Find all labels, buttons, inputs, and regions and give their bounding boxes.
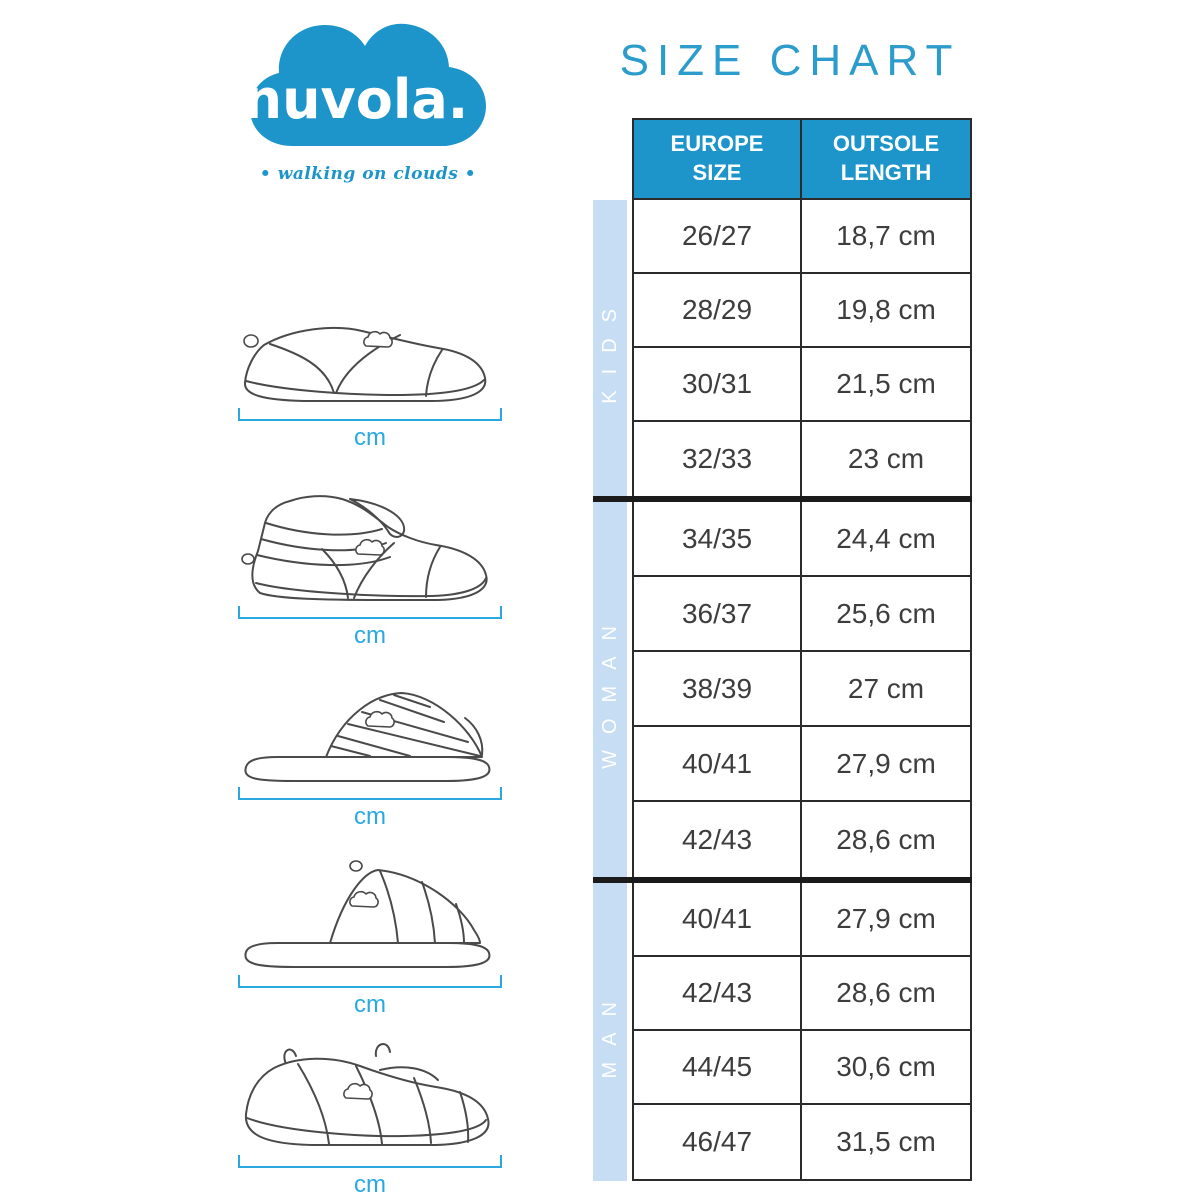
section-rows-man: 40/41 27,9 cm 42/43 28,6 cm 44/45 30,6 c… (632, 883, 972, 1181)
table-row: 38/39 27 cm (634, 652, 970, 727)
quilted-clog-slipper-illustration (244, 1043, 490, 1146)
europe-size-cell: 32/33 (634, 422, 802, 496)
outsole-length-cell: 19,8 cm (836, 294, 936, 325)
section-label-woman: WOMAN (599, 610, 621, 769)
measure-unit-label: cm (354, 622, 386, 649)
outsole-length-cell: 24,4 cm (836, 522, 936, 554)
outsole-length-cell: 28,6 cm (836, 823, 936, 855)
table-row: 42/43 28,6 cm (634, 957, 970, 1031)
outsole-length-cell: 27,9 cm (836, 747, 936, 779)
size-chart-table: EUROPE SIZE OUTSOLE LENGTH KIDS 26/27 18… (593, 118, 972, 1181)
cloud-logo-icon (363, 330, 393, 348)
shoe-outline (244, 860, 491, 968)
shoe-outline (244, 692, 491, 782)
measure-unit-label: cm (354, 1171, 386, 1198)
outsole-length-cell: 27 cm (847, 672, 925, 704)
europe-size-cell: 34/35 (634, 502, 802, 575)
measure-line (238, 975, 502, 988)
europe-size-cell: 28/29 (634, 274, 802, 346)
shoe-figure-quilted-slide: cm (234, 858, 506, 1019)
striped-mule-slipper-illustration (244, 692, 491, 782)
cloud-logo-icon (355, 538, 385, 556)
europe-size-cell: 38/39 (634, 652, 802, 725)
measure-unit-label: cm (354, 991, 386, 1018)
col-header-europe-size: EUROPE SIZE (634, 120, 802, 198)
table-row: 46/47 31,5 cm (634, 1105, 970, 1179)
section-kids: KIDS 26/27 18,7 cm 28/29 19,8 cm 30/31 2… (593, 200, 972, 496)
section-band-kids: KIDS (593, 200, 627, 496)
europe-size-cell: 40/41 (634, 883, 802, 955)
table-header-row: EUROPE SIZE OUTSOLE LENGTH (632, 118, 972, 200)
measure-line (238, 408, 502, 421)
shoe-outline (244, 1043, 490, 1146)
outsole-length-cell: 21,5 cm (836, 368, 936, 399)
outsole-length-cell: 28,6 cm (836, 977, 936, 1008)
cloud-logo-icon (349, 890, 379, 908)
brand-tagline: • walking on clouds • (259, 164, 477, 184)
table-row: 34/35 24,4 cm (634, 502, 970, 577)
table-row: 28/29 19,8 cm (634, 274, 970, 348)
measure-unit-label: cm (354, 803, 386, 830)
section-label-kids: KIDS (599, 292, 621, 404)
section-rows-woman: 34/35 24,4 cm 36/37 25,6 cm 38/39 27 cm … (632, 502, 972, 877)
outsole-length-cell: 18,7 cm (836, 220, 936, 251)
measure-line (238, 606, 502, 619)
shoe-figure-striped-mule: cm (234, 682, 506, 831)
table-row: 40/41 27,9 cm (634, 727, 970, 802)
cloud-logo-icon (365, 710, 395, 728)
table-row: 42/43 28,6 cm (634, 802, 970, 877)
europe-size-cell: 36/37 (634, 577, 802, 650)
table-row: 30/31 21,5 cm (634, 348, 970, 422)
cloud-logo-icon (343, 1082, 373, 1100)
europe-size-cell: 42/43 (634, 802, 802, 877)
section-band-man: MAN (593, 883, 627, 1181)
table-row: 32/33 23 cm (634, 422, 970, 496)
outsole-length-cell: 31,5 cm (836, 1126, 936, 1157)
outsole-length-cell: 27,9 cm (836, 903, 936, 934)
europe-size-cell: 44/45 (634, 1031, 802, 1103)
europe-size-cell: 26/27 (634, 200, 802, 272)
table-row: 36/37 25,6 cm (634, 577, 970, 652)
col-header-outsole-length: OUTSOLE LENGTH (832, 131, 940, 185)
section-rows-kids: 26/27 18,7 cm 28/29 19,8 cm 30/31 21,5 c… (632, 200, 972, 496)
measure-unit-label: cm (354, 424, 386, 451)
section-label-man: MAN (599, 985, 621, 1079)
boot-slipper-illustration (241, 495, 488, 601)
europe-size-cell: 30/31 (634, 348, 802, 420)
table-row: 40/41 27,9 cm (634, 883, 970, 957)
shoe-figure-classic: cm (234, 303, 506, 452)
classic-slipper-illustration (243, 326, 487, 402)
shoe-outline (243, 326, 487, 402)
europe-size-cell: 40/41 (634, 727, 802, 800)
cloud-shape (250, 23, 486, 146)
shoe-figure-boot: cm (234, 485, 506, 650)
section-divider (593, 877, 972, 883)
measure-line (238, 787, 502, 800)
europe-size-cell: 46/47 (634, 1105, 802, 1179)
section-man: MAN 40/41 27,9 cm 42/43 28,6 cm 44/45 30… (593, 883, 972, 1181)
shoe-figure-quilted-clog: cm (234, 1038, 506, 1199)
brand-logo: nuvola. • walking on clouds • (238, 12, 498, 184)
table-row: 44/45 30,6 cm (634, 1031, 970, 1105)
logo-text: nuvola. (244, 68, 469, 131)
section-divider (593, 496, 972, 502)
europe-size-cell: 42/43 (634, 957, 802, 1029)
nuvola-cloud-logo-icon: nuvola. (244, 23, 486, 146)
section-woman: WOMAN 34/35 24,4 cm 36/37 25,6 cm 38/39 … (593, 502, 972, 877)
table-row: 26/27 18,7 cm (634, 200, 970, 274)
outsole-length-cell: 30,6 cm (836, 1051, 936, 1082)
section-band-woman: WOMAN (593, 502, 627, 877)
quilted-slide-slipper-illustration (244, 860, 491, 968)
outsole-length-cell: 23 cm (847, 443, 925, 474)
measure-line (238, 1155, 502, 1168)
outsole-length-cell: 25,6 cm (836, 597, 936, 629)
page-title: SIZE CHART (619, 36, 961, 85)
